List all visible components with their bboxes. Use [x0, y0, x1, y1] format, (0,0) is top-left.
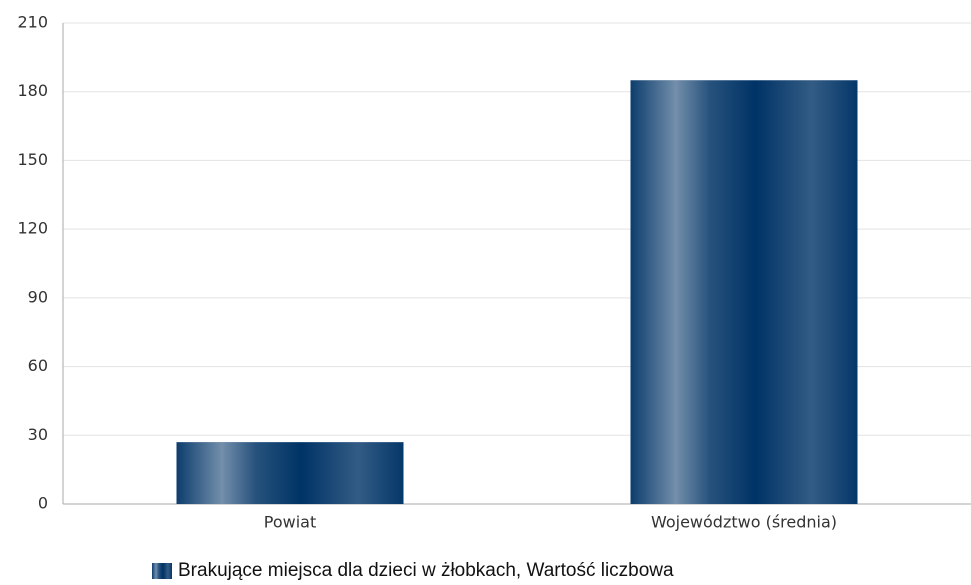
bar-shine: [630, 80, 858, 504]
legend-swatch-shine: [152, 563, 172, 579]
y-tick-label: 120: [17, 219, 48, 238]
y-tick-label: 150: [17, 150, 48, 169]
y-tick-label: 30: [28, 425, 48, 444]
y-tick-label: 0: [38, 494, 48, 513]
y-tick-label: 210: [17, 13, 48, 32]
legend-label: Brakujące miejsca dla dzieci w żłobkach,…: [178, 560, 674, 581]
y-tick-label: 180: [17, 81, 48, 100]
bar-shine: [176, 442, 404, 504]
x-tick-label: Powiat: [264, 513, 316, 532]
y-tick-label: 90: [28, 287, 48, 306]
y-tick-label: 60: [28, 356, 48, 375]
x-tick-label: Województwo (średnia): [651, 513, 837, 532]
